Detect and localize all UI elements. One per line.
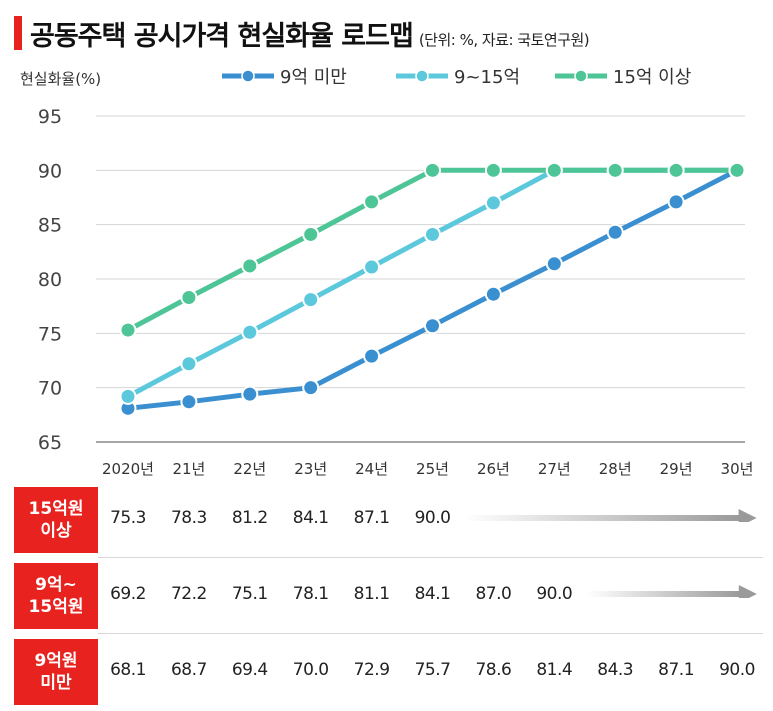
table-row: 9억~ 15억원 69.2 72.2 75.1 78.1 81.1 84.1 87.0 90.0 <box>0 560 773 634</box>
x-tick-label: 23년 <box>294 460 327 478</box>
data-point <box>119 387 137 405</box>
table-cell: 90.0 <box>719 660 755 680</box>
row-label: 9억원 미만 <box>14 639 98 705</box>
table-cell: 70.0 <box>292 660 329 680</box>
data-point <box>606 223 624 241</box>
data-point <box>302 379 320 397</box>
data-point <box>363 193 381 211</box>
x-tick-label: 29년 <box>660 460 693 478</box>
table-cell: 69.4 <box>231 660 268 680</box>
data-point <box>363 258 381 276</box>
y-tick-label: 65 <box>38 432 62 454</box>
table-cell: 90.0 <box>536 584 573 604</box>
data-point <box>484 161 502 179</box>
series-line-0 <box>125 167 740 411</box>
row-divider <box>98 633 763 634</box>
table-cell: 84.1 <box>414 584 451 604</box>
data-point <box>545 161 563 179</box>
data-point <box>484 194 502 212</box>
data-point <box>424 225 441 243</box>
chart-title: 공동주택 공시가격 현실화율 로드맵 (단위: %, 자료: 국토연구원) <box>30 14 590 53</box>
table-cell: 68.7 <box>170 660 207 680</box>
table-cell: 81.2 <box>231 508 268 528</box>
y-tick-label: 95 <box>38 106 62 128</box>
x-tick-label: 2020년 <box>102 460 154 478</box>
x-tick-label: 25년 <box>416 460 449 478</box>
data-point <box>363 347 381 365</box>
data-point <box>728 161 746 179</box>
y-axis-title: 현실화율(%) <box>20 70 101 88</box>
chart-title-main: 공동주택 공시가격 현실화율 로드맵 <box>30 21 414 52</box>
continuation-arrow-icon <box>587 585 757 598</box>
table-cell: 78.3 <box>170 508 207 528</box>
data-point <box>241 323 259 341</box>
table-cell: 81.4 <box>536 660 573 680</box>
data-point <box>241 385 259 403</box>
x-tick-label: 24년 <box>355 460 388 478</box>
series-line-2 <box>125 167 740 333</box>
table-cell: 81.1 <box>353 584 390 604</box>
data-point <box>180 288 198 306</box>
data-point <box>484 285 502 303</box>
table-cell: 68.1 <box>110 660 146 680</box>
legend-swatch-marker <box>241 69 255 83</box>
data-point <box>424 317 441 335</box>
y-tick-label: 75 <box>38 323 62 345</box>
x-tick-label: 26년 <box>477 460 510 478</box>
x-tick-label: 28년 <box>599 460 632 478</box>
legend-swatch-marker <box>574 69 588 83</box>
y-tick-label: 80 <box>38 269 62 291</box>
x-tick-label: 30년 <box>721 460 754 478</box>
data-point <box>545 255 563 273</box>
table-cell: 87.0 <box>475 584 512 604</box>
data-table: 15억원 이상 75.3 78.3 81.2 84.1 87.1 90.0 9억~ 15억원 6… <box>0 484 773 711</box>
data-point <box>667 161 685 179</box>
data-point <box>180 393 198 411</box>
table-cell: 90.0 <box>414 508 451 528</box>
line-chart: 현실화율(%) 65 70 75 80 85 90 95 2020년 21년 22년 23년 24년 25… <box>20 67 754 478</box>
legend-label: 9~15억 <box>454 67 520 88</box>
row-divider <box>98 557 763 558</box>
table-cell: 75.7 <box>414 660 451 680</box>
data-point <box>180 355 198 373</box>
table-cell: 69.2 <box>110 584 146 604</box>
chart-title-source: (단위: %, 자료: 국토연구원) <box>418 31 590 49</box>
table-row: 9억원 미만 68.1 68.7 69.4 70.0 72.9 75.7 78.6 81.4 84… <box>0 636 773 708</box>
row-label: 15억원 이상 <box>14 487 98 553</box>
table-cell: 87.1 <box>658 660 695 680</box>
table-cell: 75.3 <box>110 508 146 528</box>
y-tick-label: 85 <box>38 215 62 237</box>
title-accent-bar <box>14 16 22 50</box>
table-cell: 78.1 <box>292 584 329 604</box>
data-point <box>119 321 137 339</box>
data-point <box>302 225 320 243</box>
data-point <box>302 291 320 309</box>
table-cell: 84.3 <box>597 660 634 680</box>
legend-label: 9억 미만 <box>280 67 347 88</box>
row-label: 9억~ 15억원 <box>14 563 98 629</box>
y-tick-label: 90 <box>38 160 62 182</box>
x-tick-label: 21년 <box>172 460 205 478</box>
table-cell: 72.9 <box>353 660 390 680</box>
table-cell: 87.1 <box>353 508 390 528</box>
x-tick-label: 22년 <box>233 460 266 478</box>
data-point <box>606 161 624 179</box>
data-point <box>667 193 685 211</box>
legend-swatch-marker <box>415 69 429 83</box>
x-tick-label: 27년 <box>538 460 571 478</box>
data-point <box>241 257 259 275</box>
data-point <box>424 161 441 179</box>
table-row: 15억원 이상 75.3 78.3 81.2 84.1 87.1 90.0 <box>0 484 773 558</box>
table-cell: 78.6 <box>475 660 512 680</box>
continuation-arrow-icon <box>465 509 757 522</box>
table-cell: 84.1 <box>292 508 329 528</box>
y-tick-label: 70 <box>38 378 62 400</box>
table-cell: 72.2 <box>170 584 207 604</box>
table-cell: 75.1 <box>231 584 268 604</box>
legend-label: 15억 이상 <box>613 67 691 88</box>
